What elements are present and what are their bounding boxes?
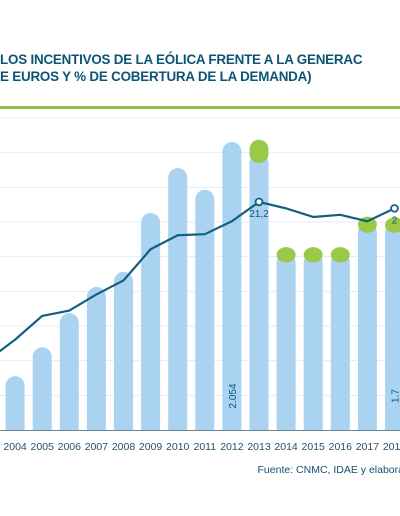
x-tick-label: 2018 — [383, 441, 400, 453]
x-tick-label: 2017 — [356, 441, 380, 453]
line-marker — [254, 197, 264, 207]
bar-cap-2014 — [276, 247, 296, 263]
line-data-label: 2 — [392, 215, 398, 226]
line-marker — [390, 204, 399, 213]
bar-data-label: 2.054 — [228, 383, 239, 408]
bar-cap-2016 — [330, 247, 350, 263]
bar-data-label: 1.7 — [391, 389, 400, 403]
bar-2018 — [385, 223, 400, 430]
bar-2012 — [222, 141, 242, 430]
title-divider — [0, 106, 400, 109]
chart-title-line-2: E EUROS Y % DE COBERTURA DE LA DEMANDA) — [0, 69, 312, 84]
x-tick-label: 2007 — [85, 441, 109, 453]
x-tick-label: 2013 — [247, 441, 271, 453]
chart-title-line-1: LOS INCENTIVOS DE LA EÓLICA FRENTE A LA … — [0, 52, 363, 67]
bar-2006 — [59, 313, 79, 430]
x-tick-label: 2010 — [166, 441, 190, 453]
bar-2004 — [5, 376, 25, 430]
x-tick-label: 2011 — [194, 441, 217, 453]
x-tick-label: 2015 — [302, 441, 326, 453]
x-tick-label: 2005 — [31, 441, 55, 453]
bar-2013 — [249, 153, 269, 431]
bar-2009 — [141, 213, 161, 430]
x-tick-label: 2006 — [58, 441, 82, 453]
bar-2010 — [168, 168, 188, 430]
bar-cap-2015 — [303, 247, 323, 263]
bar-2016 — [330, 252, 350, 430]
x-tick-label: 2004 — [3, 441, 27, 453]
bar-cap-2013 — [249, 139, 269, 164]
x-tick-label: 2012 — [220, 441, 244, 453]
bar-2005 — [32, 347, 52, 430]
line-data-label: 21,2 — [249, 209, 269, 220]
bar-2014 — [276, 252, 296, 430]
bar-2011 — [195, 189, 215, 430]
x-tick-label: 2014 — [274, 441, 298, 453]
x-tick-label: 2016 — [329, 441, 353, 453]
source-note: Fuente: CNMC, IDAE y elabora — [257, 464, 400, 476]
x-tick-label: 2008 — [112, 441, 136, 453]
bar-cap-2018 — [385, 217, 400, 233]
x-tick-label: 2009 — [139, 441, 163, 453]
bar-2007 — [86, 287, 106, 430]
bar-2008 — [114, 271, 133, 430]
line-series — [0, 200, 395, 353]
bar-2017 — [357, 223, 377, 430]
bar-2015 — [303, 252, 323, 430]
